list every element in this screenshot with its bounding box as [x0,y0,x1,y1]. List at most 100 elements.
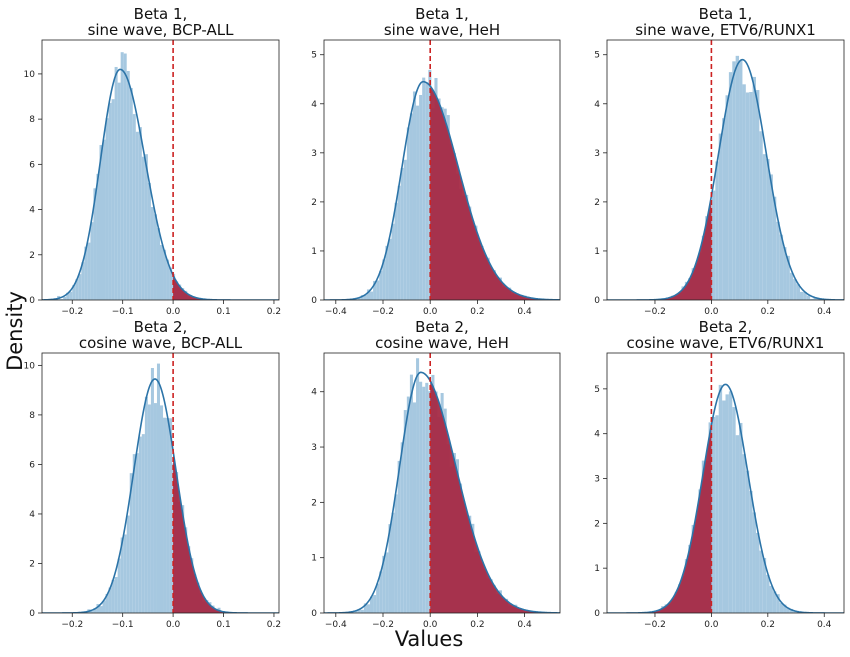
histogram-bar [129,473,133,613]
histogram-bar [354,298,358,300]
x-tick-label: −0.1 [112,307,134,317]
x-tick-label: −0.2 [372,620,394,630]
histogram-bar [718,384,723,613]
histogram-bar [786,607,790,613]
histogram-bar [376,280,380,300]
y-tick-label: 3 [594,475,600,485]
histogram-bar [60,299,64,300]
histogram-bar [406,396,410,613]
y-tick-label: 4 [594,100,600,110]
histogram-bar [159,244,164,300]
x-tick-label: 0.0 [423,620,438,630]
histogram-bar [739,60,743,300]
histogram-bar [63,296,67,300]
histogram-bar [129,88,133,300]
histogram-bar [793,279,797,300]
histogram-bar [412,91,417,300]
y-tick-label: 3 [594,149,600,159]
y-tick-label: 0 [311,296,317,306]
histogram-bar [141,434,145,613]
histogram-bar [357,609,361,613]
histogram-bar [715,415,719,613]
histogram-bar [711,190,716,300]
histogram-bar [728,72,733,300]
histogram-bar [169,418,173,613]
panel-6: −0.2 0.0 0.2 0.4 0 1 2 3 4 5 Beta 2,cosine wave, E… [594,318,845,630]
histogram-bar [786,255,790,300]
y-tick-label: 10 [24,70,36,80]
histogram-bar [159,405,164,613]
axes-frame [323,352,561,614]
histogram-bar [745,470,750,613]
y-tick-label: 2 [311,198,317,208]
histogram-bar [813,297,817,300]
histogram-bar [755,532,760,613]
panel-title-line: Beta 2, [699,318,753,336]
figure-xlabel: Values [395,627,464,651]
histogram-bar [363,294,367,300]
histogram-bar [379,571,383,613]
histogram-bar [766,574,770,613]
histogram-bar [166,418,170,613]
panel-title-line: cosine wave, BCP-ALL [79,334,243,352]
plot-area [607,383,844,613]
histogram-bar [66,292,70,300]
kde-line [324,371,560,613]
y-tick-label: 5 [311,51,317,61]
histogram-bar [81,262,85,300]
x-tick-label: 0.2 [267,307,281,317]
x-tick-label: 0.0 [166,307,181,317]
y-tick-label: 0 [594,296,600,306]
panel-title-line: cosine wave, HeH [375,334,509,352]
histogram-bar [366,604,371,613]
histogram-bar [376,583,380,613]
histogram-bar [409,374,413,613]
histogram-bar [144,154,148,300]
y-tick-label: 2 [311,498,317,508]
histogram-bar [739,422,743,613]
panel-2: −0.4 −0.2 0.0 0.2 0.4 0 1 2 3 4 5 Beta 1,sine wave,… [311,5,561,317]
histogram-bar [123,534,127,613]
histogram-bar [114,576,118,613]
histogram-bar [169,267,173,300]
histogram-bar [425,382,429,613]
axes-frame [41,39,280,301]
histogram-bar [776,594,780,613]
y-tick-label: 10 [24,361,36,371]
histogram-bar [156,228,160,300]
histogram-bar [163,249,167,300]
histogram-bar [388,524,392,613]
axes-frame [323,39,561,301]
histogram-bar [373,595,377,613]
shaded-tail-area [430,380,560,613]
histogram-bar [793,611,797,613]
y-tick-label: 2 [29,251,35,261]
y-tick-label: 4 [29,510,35,520]
x-tick-label: −0.4 [325,620,347,630]
histogram-bar [382,259,386,300]
histogram-bar [422,386,426,613]
histogram-bar [779,602,784,613]
histogram-bar [766,158,770,300]
histogram-bar [96,173,100,300]
histogram-bar [99,145,103,300]
x-tick-label: −0.2 [61,307,83,317]
histogram-bar [163,417,167,613]
kde-line [607,383,844,613]
histogram-bar [102,600,106,613]
x-tick-label: −0.1 [112,620,134,630]
histogram-bar [138,127,142,300]
y-tick-label: 5 [594,51,600,61]
histogram-bar [409,113,413,300]
histogram-bar [144,396,148,613]
shaded-tail-area [173,450,279,613]
histogram-bar [428,391,432,613]
y-tick-label: 2 [594,519,600,529]
y-tick-label: 1 [594,247,600,257]
histogram-bar [90,222,94,300]
histogram-bar [354,610,358,613]
kde-line [324,80,560,300]
histogram-bar [99,606,103,613]
histogram-bar [755,90,760,300]
histogram-bar [391,223,395,300]
